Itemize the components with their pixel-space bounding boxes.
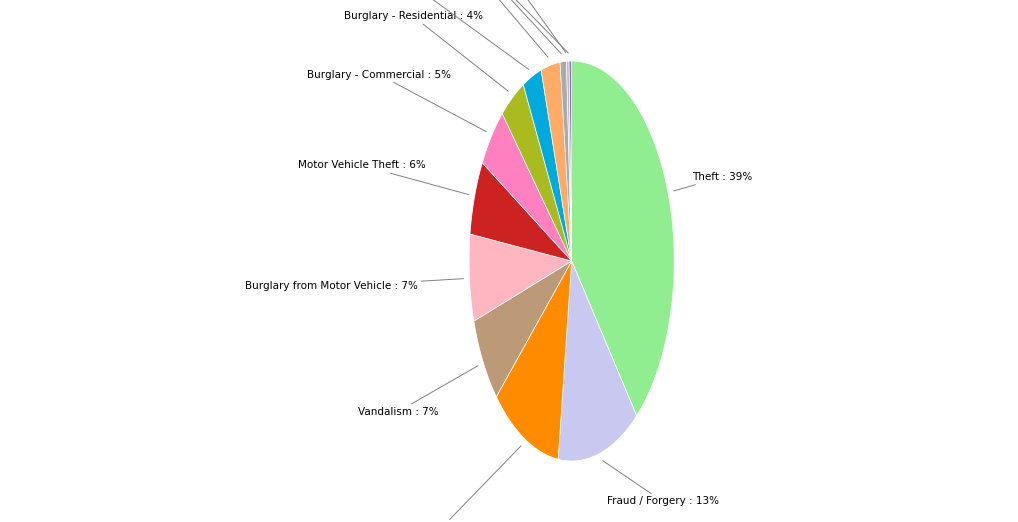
Polygon shape (542, 62, 572, 261)
Polygon shape (473, 261, 572, 397)
Polygon shape (470, 163, 572, 261)
Text: Assault - Aggravated : 3%: Assault - Aggravated : 3% (404, 0, 548, 57)
Text: Motor Vehicle Theft : 6%: Motor Vehicle Theft : 6% (298, 160, 469, 195)
Text: Assault - Simple : 11%: Assault - Simple : 11% (384, 446, 521, 522)
Polygon shape (497, 261, 572, 459)
Polygon shape (558, 261, 636, 461)
Text: Robbery - Individual : 0%: Robbery - Individual : 0% (435, 0, 566, 53)
Text: Burglary - Residential : 4%: Burglary - Residential : 4% (344, 11, 508, 91)
Polygon shape (566, 61, 572, 261)
Polygon shape (502, 85, 572, 261)
Text: Driving Under the Influence (DUI) : 3%: Driving Under the Influence (DUI) : 3% (312, 0, 528, 69)
Text: Drugs / Narcotics Violation : 1%: Drugs / Narcotics Violation : 1% (394, 0, 561, 54)
Polygon shape (523, 70, 572, 261)
Polygon shape (469, 234, 572, 321)
Text: Burglary - Commercial : 5%: Burglary - Commercial : 5% (307, 69, 487, 132)
Polygon shape (483, 114, 572, 261)
Text: Vandalism : 7%: Vandalism : 7% (358, 366, 477, 417)
Text: Burglary from Motor Vehicle : 7%: Burglary from Motor Vehicle : 7% (245, 279, 463, 291)
Polygon shape (572, 61, 674, 416)
Polygon shape (560, 61, 572, 261)
Text: Theft : 39%: Theft : 39% (674, 172, 752, 191)
Text: Fraud / Forgery : 13%: Fraud / Forgery : 13% (603, 461, 719, 506)
Text: Kidnapping/Human Trafficking : 0%: Kidnapping/Human Trafficking : 0% (386, 0, 570, 53)
Polygon shape (569, 61, 572, 261)
